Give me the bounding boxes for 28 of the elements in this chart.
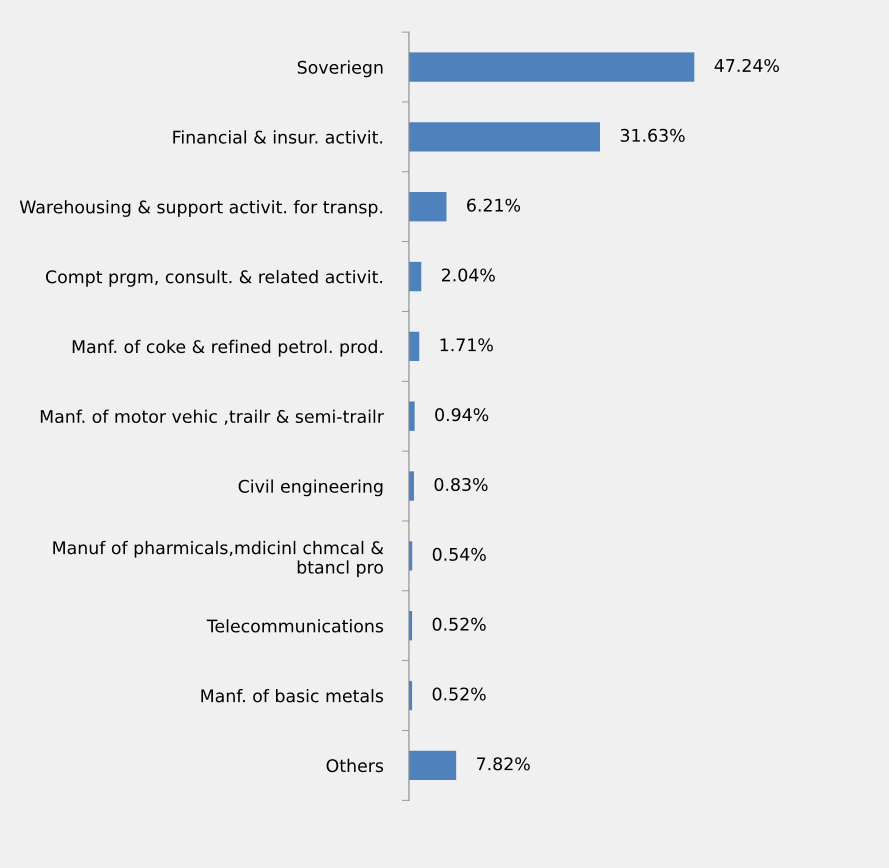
bar [408, 192, 446, 222]
bar [408, 332, 420, 362]
y-tick-label: Manf. of motor vehic ,trailr & semi-trailr [40, 410, 384, 425]
data-label: 7.82% [477, 757, 530, 770]
data-label: 0.83% [434, 478, 488, 492]
data-label: 2.04% [442, 268, 495, 282]
data-label: 31.63% [620, 128, 685, 142]
bar [408, 52, 694, 82]
y-tick-label: Manf. of coke & refined petrol. prod. [72, 340, 382, 357]
data-label: 1.71% [440, 338, 493, 352]
data-label: 0.94% [435, 408, 488, 422]
bar [408, 750, 456, 780]
bar [408, 122, 600, 152]
y-tick-label: Soveriegn [298, 60, 382, 78]
y-tick-label: Warehousing & support activit. for transp. [20, 200, 382, 217]
y-tick-label: Financial & insur. activit. [173, 130, 382, 144]
data-label: 0.54% [432, 548, 486, 561]
data-label: 6.21% [467, 198, 520, 212]
bar [408, 262, 422, 292]
y-tick-label: Others [326, 758, 384, 772]
y-tick-label: Manuf of pharmicals,mdicinl chmcal & btancl pro [53, 540, 384, 578]
y-tick-label: Telecommunications [206, 619, 384, 633]
data-label: 0.52% [432, 618, 486, 631]
data-label: 47.24% [714, 58, 779, 72]
y-tick-label: Manf. of basic metals [201, 688, 384, 702]
y-tick-label: Civil engineering [238, 479, 382, 496]
y-tick-label: Compt prgm, consult. & related activit. [46, 270, 382, 287]
data-label: 0.52% [432, 687, 486, 701]
